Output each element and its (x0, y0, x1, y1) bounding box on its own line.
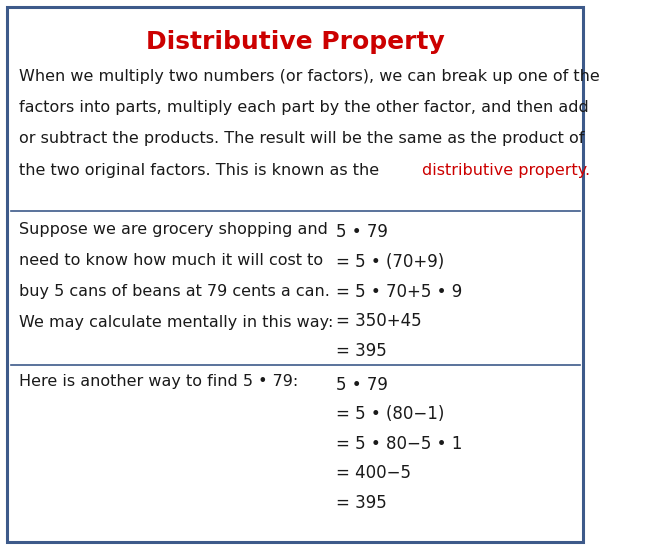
Text: = 5 • (80−1): = 5 • (80−1) (337, 405, 445, 423)
Text: = 350+45: = 350+45 (337, 312, 422, 330)
Text: need to know how much it will cost to: need to know how much it will cost to (19, 253, 323, 268)
Text: Here is another way to find 5 • 79:: Here is another way to find 5 • 79: (19, 374, 298, 389)
Text: = 5 • (70+9): = 5 • (70+9) (337, 253, 445, 271)
Text: We may calculate mentally in this way:: We may calculate mentally in this way: (19, 315, 333, 329)
Text: = 400−5: = 400−5 (337, 464, 411, 483)
Text: factors into parts, multiply each part by the other factor, and then add: factors into parts, multiply each part b… (19, 100, 589, 115)
Text: = 5 • 70+5 • 9: = 5 • 70+5 • 9 (337, 283, 463, 301)
Text: 5 • 79: 5 • 79 (337, 376, 388, 394)
Text: = 395: = 395 (337, 494, 387, 512)
Text: When we multiply two numbers (or factors), we can break up one of the: When we multiply two numbers (or factors… (19, 69, 599, 83)
Text: = 395: = 395 (337, 342, 387, 360)
Text: distributive property.: distributive property. (422, 163, 590, 177)
Text: Suppose we are grocery shopping and: Suppose we are grocery shopping and (19, 222, 328, 237)
Text: 5 • 79: 5 • 79 (337, 223, 388, 242)
Text: or subtract the products. The result will be the same as the product of: or subtract the products. The result wil… (19, 131, 584, 146)
FancyBboxPatch shape (7, 7, 583, 542)
Text: = 5 • 80−5 • 1: = 5 • 80−5 • 1 (337, 435, 463, 453)
Text: Distributive Property: Distributive Property (146, 30, 444, 54)
Text: the two original factors. This is known as the: the two original factors. This is known … (19, 163, 379, 177)
Text: buy 5 cans of beans at 79 cents a can.: buy 5 cans of beans at 79 cents a can. (19, 284, 330, 299)
